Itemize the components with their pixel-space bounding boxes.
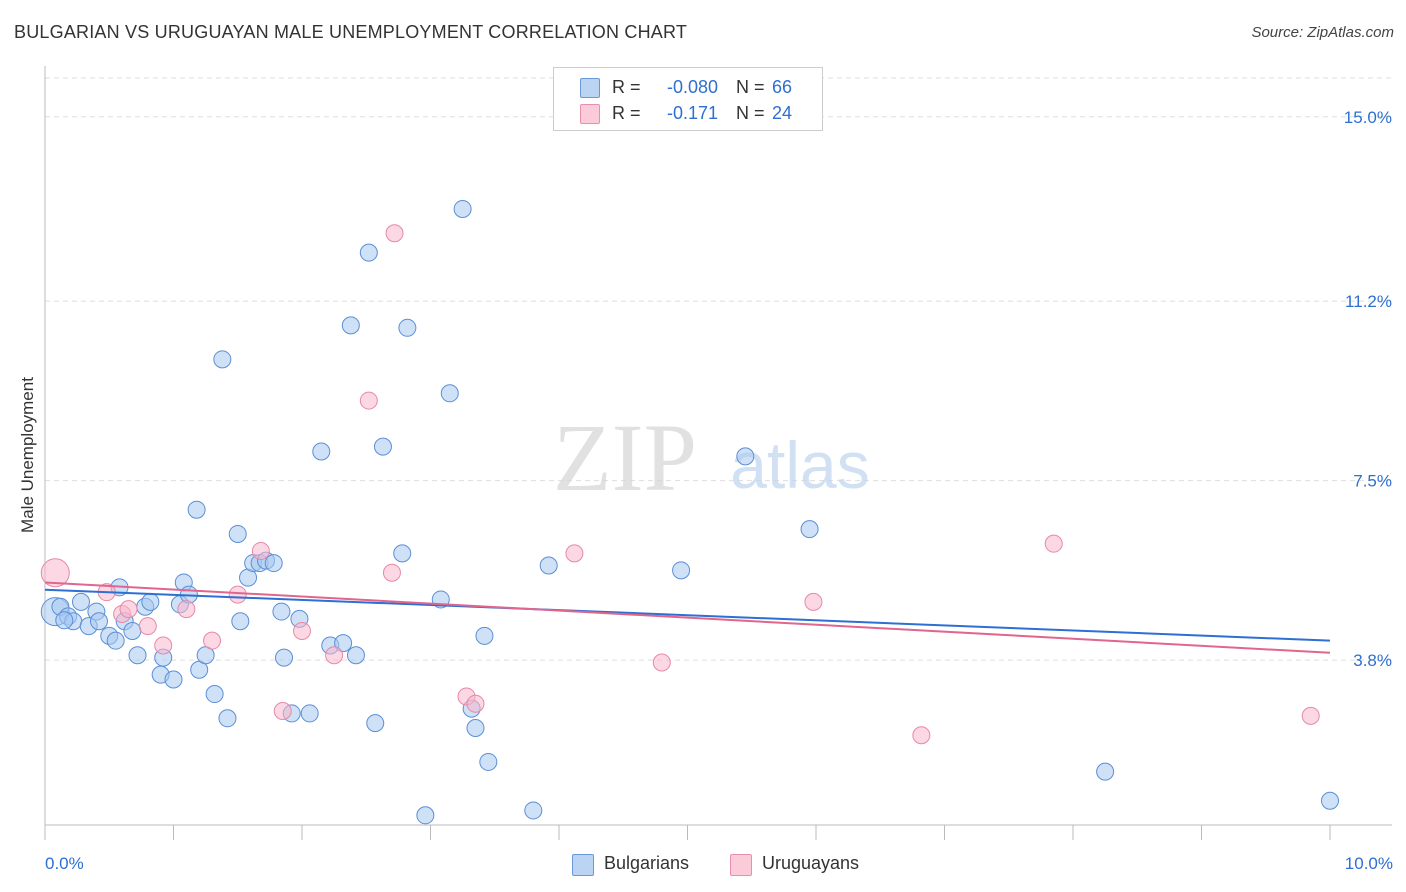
bulgarian-point: [1321, 791, 1339, 810]
bulgarian-point: [272, 602, 291, 621]
bulgarian-point: [479, 752, 498, 771]
uruguayan-point: [565, 544, 584, 563]
bulgarian-point: [393, 544, 412, 563]
uruguayan-point: [203, 631, 222, 650]
bulgarian-point: [55, 611, 74, 630]
bulgarian-point: [71, 592, 90, 611]
legend-row-bulgarians: R = -0.080 N = 66: [554, 75, 822, 101]
bulgarian-point: [205, 685, 224, 704]
uruguayan-point: [154, 636, 173, 655]
r-label: R =: [612, 77, 641, 97]
bulgarian-point: [736, 447, 755, 466]
bulgarian-point: [416, 806, 435, 825]
uruguayan-point: [466, 694, 485, 713]
y-tick-label: 11.2%: [1345, 292, 1392, 311]
chart-title: BULGARIAN VS URUGUAYAN MALE UNEMPLOYMENT…: [14, 22, 688, 42]
bulgarian-point: [218, 709, 237, 728]
blue-swatch: [572, 854, 594, 876]
r-label: R =: [612, 103, 641, 123]
bulgarian-point: [228, 524, 247, 543]
bulgarian-point: [539, 556, 558, 575]
n-label: N =: [736, 103, 765, 123]
n-label: N =: [736, 77, 765, 97]
uruguayan-point: [382, 563, 401, 582]
uruguayan-point: [359, 391, 378, 410]
uruguayan-point: [912, 726, 931, 745]
source-label: Source: ZipAtlas.com: [1251, 24, 1394, 41]
blue-swatch: [580, 78, 600, 98]
bulgarian-point: [89, 612, 108, 631]
watermark-zip: ZIP: [553, 404, 697, 511]
bulgarians-trend-line: [44, 588, 1331, 642]
bulgarian-point: [672, 561, 691, 580]
legend-label: Bulgarians: [604, 853, 690, 873]
y-tick-label: 3.8%: [1353, 651, 1392, 670]
uruguayan-point: [138, 617, 157, 636]
n-value: 66: [772, 77, 793, 97]
watermark-atlas: atlas: [730, 428, 869, 502]
bulgarian-point: [341, 316, 360, 335]
bulgarian-point: [123, 621, 142, 640]
bulgarian-point: [213, 350, 232, 369]
x-tick-label: 0.0%: [45, 854, 84, 873]
uruguayan-point: [228, 585, 247, 604]
bulgarian-point: [264, 554, 283, 573]
axes: [44, 66, 1392, 840]
x-tick-label: 10.0%: [1345, 854, 1393, 873]
bulgarian-point: [312, 442, 331, 461]
uruguayan-point: [251, 541, 270, 560]
uruguayan-point: [273, 702, 292, 721]
uruguayan-point: [119, 600, 138, 619]
bulgarian-point: [453, 199, 472, 218]
bulgarian-point: [141, 592, 160, 611]
tick-labels: 3.8% 7.5% 11.2% 15.0% 0.0% 10.0%: [45, 108, 1393, 873]
bulgarian-point: [300, 704, 319, 723]
y-tick-label: 15.0%: [1344, 108, 1392, 127]
bulgarian-point: [128, 646, 147, 665]
bulgarian-point: [346, 646, 365, 665]
r-value: -0.171: [666, 103, 718, 123]
bulgarians-points: [40, 199, 1339, 825]
uruguayans-points: [40, 224, 1320, 745]
uruguayan-point: [40, 558, 70, 588]
uruguayan-point: [177, 600, 196, 619]
uruguayan-point: [325, 646, 344, 665]
bulgarian-point: [275, 648, 294, 667]
r-value: -0.080: [666, 77, 718, 97]
legend-label: Uruguayans: [762, 853, 860, 873]
bulgarian-point: [164, 670, 183, 689]
bulgarian-point: [187, 500, 206, 519]
n-value: 24: [772, 103, 793, 123]
uruguayan-point: [1044, 534, 1063, 553]
bulgarian-point: [366, 714, 385, 733]
bulgarian-point: [359, 243, 378, 262]
bulgarian-point: [373, 437, 392, 456]
bulgarian-point: [231, 612, 250, 631]
bulgarian-point: [475, 626, 494, 645]
uruguayan-point: [293, 621, 311, 640]
pink-swatch: [580, 104, 600, 124]
legend-row-uruguayans: R = -0.171 N = 24: [554, 101, 822, 127]
bulgarian-point: [524, 801, 543, 820]
uruguayan-point: [804, 592, 823, 611]
bulgarian-point: [1096, 762, 1115, 781]
uruguayan-point: [1301, 706, 1320, 725]
uruguayans-trend-line: [44, 581, 1331, 654]
bulgarian-point: [106, 631, 125, 650]
pink-swatch: [730, 854, 752, 876]
trend-lines: [44, 581, 1331, 654]
correlation-legend: R = -0.080 N = 66 R = -0.171 N = 24: [553, 67, 823, 131]
bulgarian-point: [334, 634, 353, 653]
bulgarian-point: [800, 520, 819, 539]
uruguayan-point: [652, 653, 671, 672]
bulgarian-point: [398, 318, 417, 337]
uruguayan-point: [385, 224, 404, 243]
bulgarian-point: [440, 384, 459, 403]
bulgarian-point: [466, 718, 485, 737]
y-tick-label: 7.5%: [1353, 472, 1392, 491]
series-legend: Bulgarians Uruguayans: [0, 852, 1406, 878]
